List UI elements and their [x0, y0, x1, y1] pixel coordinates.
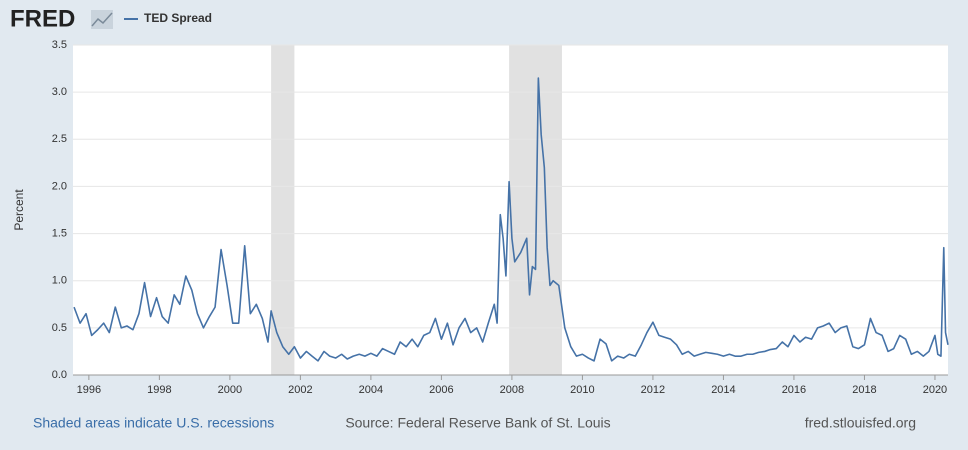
- source: Source: Federal Reserve Bank of St. Loui…: [345, 415, 610, 431]
- y-tick-label: 0.0: [52, 369, 67, 381]
- y-tick-label: 2.0: [52, 180, 67, 192]
- y-tick-label: 2.5: [52, 133, 67, 145]
- legend-label: TED Spread: [144, 11, 212, 25]
- logo-icon: [91, 10, 113, 29]
- y-tick-label: 3.5: [52, 39, 67, 51]
- logo: FRED: [10, 5, 75, 32]
- x-tick-label: 2012: [641, 384, 665, 396]
- series-line: [73, 77, 949, 362]
- x-tick-label: 2018: [852, 384, 876, 396]
- x-tick-label: 1996: [77, 384, 101, 396]
- y-tick-label: 3.0: [52, 86, 67, 98]
- y-axis-label: Percent: [12, 189, 26, 231]
- x-tick-label: 2016: [782, 384, 806, 396]
- x-tick-label: 2006: [429, 384, 453, 396]
- y-tick-label: 0.5: [52, 322, 67, 334]
- recession-band: [271, 45, 295, 375]
- recession-note: Shaded areas indicate U.S. recessions: [33, 415, 274, 431]
- y-tick-label: 1.0: [52, 275, 67, 287]
- x-tick-label: 2002: [288, 384, 312, 396]
- x-tick-label: 2004: [359, 384, 383, 396]
- x-tick-label: 2020: [923, 384, 947, 396]
- x-tick-label: 1998: [147, 384, 171, 396]
- x-tick-label: 2000: [218, 384, 242, 396]
- y-tick-label: 1.5: [52, 227, 67, 239]
- site: fred.stlouisfed.org: [805, 415, 916, 431]
- x-tick-label: 2008: [500, 384, 524, 396]
- recession-band: [509, 45, 562, 375]
- x-tick-label: 2010: [570, 384, 594, 396]
- x-tick-label: 2014: [711, 384, 735, 396]
